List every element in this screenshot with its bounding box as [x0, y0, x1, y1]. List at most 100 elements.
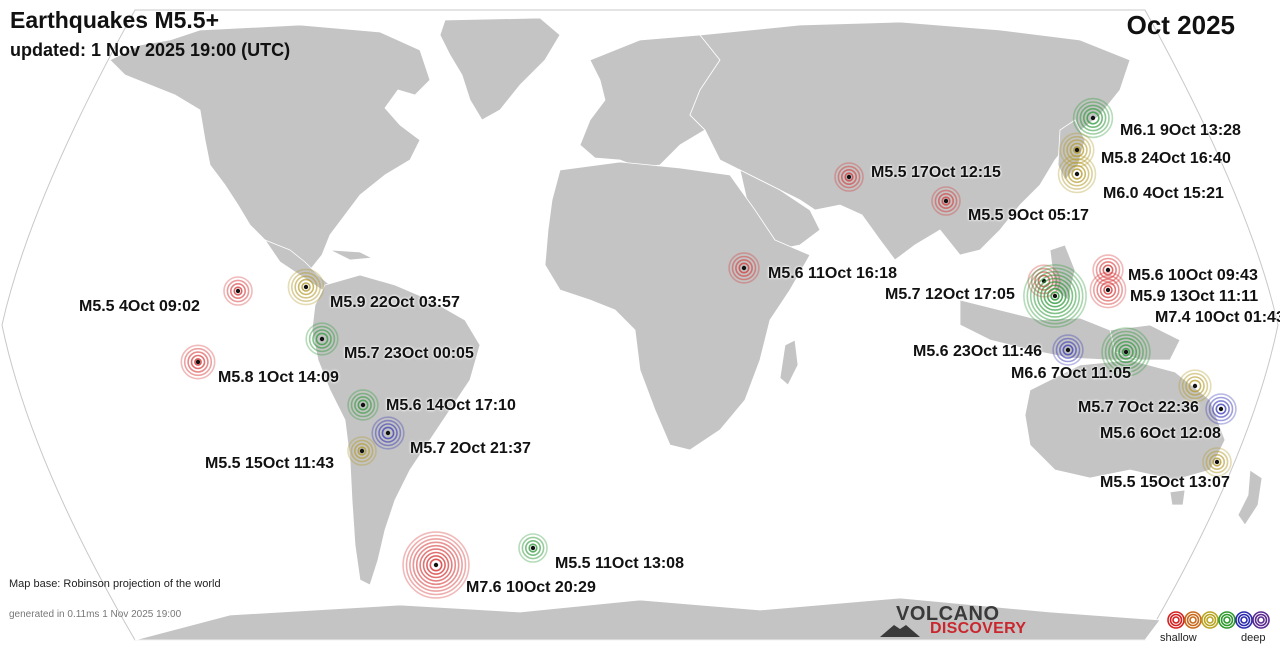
earthquake-marker[interactable] — [728, 252, 760, 284]
earthquake-marker[interactable] — [287, 268, 325, 306]
marker-ring — [1212, 457, 1222, 467]
earthquake-label[interactable]: M5.9 13Oct 11:11 — [1130, 288, 1259, 305]
earthquake-marker[interactable] — [1057, 154, 1097, 194]
earthquake-marker[interactable] — [1059, 132, 1095, 168]
earthquake-label[interactable]: M5.7 12Oct 17:05 — [885, 286, 1015, 303]
earthquake-marker[interactable] — [305, 322, 339, 356]
earthquake-label[interactable]: M5.8 24Oct 16:40 — [1101, 150, 1231, 167]
land-africa — [544, 161, 811, 451]
marker-ring — [1055, 337, 1081, 363]
marker-ring — [1059, 132, 1095, 168]
earthquake-label[interactable]: M5.6 11Oct 16:18 — [768, 265, 897, 282]
marker-ring — [1076, 101, 1110, 135]
marker-ring — [834, 162, 864, 192]
marker-ring — [357, 446, 367, 456]
earthquake-label[interactable]: M6.0 4Oct 15:21 — [1103, 185, 1224, 202]
earthquake-marker[interactable] — [347, 436, 377, 466]
earthquake-label[interactable]: M5.5 4Oct 09:02 — [79, 298, 200, 315]
earthquake-label[interactable]: M5.7 7Oct 22:36 — [1078, 399, 1199, 416]
earthquake-marker[interactable] — [1092, 254, 1124, 286]
map-title: Earthquakes M5.5+ — [10, 7, 220, 33]
earthquake-label[interactable]: M6.1 9Oct 13:28 — [1120, 122, 1241, 139]
marker-ring — [1059, 341, 1077, 359]
marker-ring — [353, 442, 370, 459]
epicenter-dot — [530, 545, 536, 551]
marker-ring — [1066, 139, 1088, 161]
epicenter-dot — [359, 448, 365, 454]
marker-ring — [1208, 396, 1234, 422]
earthquake-label[interactable]: M5.6 6Oct 12:08 — [1100, 425, 1221, 442]
earthquake-label[interactable]: M5.6 10Oct 09:43 — [1128, 267, 1258, 284]
earthquake-marker[interactable] — [1202, 447, 1232, 477]
marker-ring — [409, 538, 463, 592]
legend-ring — [1237, 613, 1251, 627]
epicenter-dot — [195, 359, 201, 365]
depth-legend: shallow deep — [1160, 608, 1280, 648]
earthquake-marker[interactable] — [180, 344, 216, 380]
land-asia — [689, 21, 1131, 261]
volcano-discovery-logo[interactable]: VOLCANO DISCOVERY — [880, 603, 1040, 643]
earthquake-marker[interactable] — [223, 276, 253, 306]
marker-ring — [183, 347, 213, 377]
earthquake-label[interactable]: M5.9 22Oct 03:57 — [330, 294, 460, 311]
marker-ring — [308, 325, 336, 353]
legend-ring — [1203, 613, 1217, 627]
earthquake-marker[interactable] — [1052, 334, 1084, 366]
earthquake-marker[interactable] — [1072, 97, 1114, 139]
marker-ring — [1043, 284, 1067, 308]
earthquake-marker[interactable] — [1178, 369, 1212, 403]
earthquake-label[interactable]: M5.5 17Oct 12:15 — [871, 164, 1001, 181]
earthquake-label[interactable]: M5.6 23Oct 11:46 — [913, 343, 1042, 360]
map-base-note: Map base: Robinson projection of the wor… — [9, 578, 221, 590]
earthquake-marker[interactable] — [1205, 393, 1237, 425]
earthquake-label[interactable]: M5.6 14Oct 17:10 — [386, 397, 516, 414]
marker-ring — [1188, 379, 1202, 393]
earthquake-marker[interactable] — [402, 531, 470, 599]
marker-ring — [1086, 111, 1100, 125]
earthquake-marker[interactable] — [518, 533, 548, 563]
epicenter-dot — [1214, 459, 1220, 465]
epicenter-dot — [1074, 171, 1080, 177]
earthquake-marker[interactable] — [834, 162, 864, 192]
legend-ring — [1254, 613, 1268, 627]
marker-ring — [1052, 334, 1084, 366]
marker-ring — [371, 416, 405, 450]
earthquake-label[interactable]: M5.5 15Oct 13:07 — [1100, 474, 1230, 491]
earthquake-label[interactable]: M5.7 23Oct 00:05 — [344, 345, 474, 362]
marker-ring — [402, 531, 470, 599]
marker-ring — [194, 358, 202, 366]
marker-ring — [1069, 142, 1085, 158]
generated-note: generated in 0.11ms 1 Nov 2025 19:00 — [9, 609, 182, 620]
marker-ring — [1050, 291, 1060, 301]
earthquake-label[interactable]: M5.8 1Oct 14:09 — [218, 369, 339, 386]
earthquake-label[interactable]: M5.7 2Oct 21:37 — [410, 440, 531, 457]
earthquake-marker[interactable] — [1101, 327, 1151, 377]
earthquake-label[interactable]: M5.5 11Oct 13:08 — [555, 555, 684, 572]
logo-line-2: DISCOVERY — [930, 620, 1027, 637]
marker-ring — [1185, 376, 1205, 396]
marker-ring — [937, 193, 954, 210]
earthquake-label[interactable]: M6.6 7Oct 11:05 — [1011, 365, 1132, 382]
earthquake-label[interactable]: M5.5 9Oct 05:17 — [968, 207, 1089, 224]
marker-ring — [223, 276, 253, 306]
marker-ring — [1215, 403, 1227, 415]
epicenter-dot — [1105, 267, 1111, 273]
earthquake-marker[interactable] — [1023, 264, 1087, 328]
earthquake-marker[interactable] — [931, 186, 961, 216]
marker-ring — [357, 399, 369, 411]
earthquake-marker[interactable] — [1027, 264, 1061, 298]
earthquake-label[interactable]: M7.6 10Oct 20:29 — [466, 579, 596, 596]
epicenter-dot — [303, 284, 309, 290]
marker-ring — [287, 268, 325, 306]
earthquake-marker[interactable] — [1089, 271, 1127, 309]
earthquake-label[interactable]: M5.5 15Oct 11:43 — [205, 455, 334, 472]
land-australia — [1024, 359, 1226, 481]
legend-ring — [1201, 611, 1219, 629]
marker-ring — [305, 322, 339, 356]
earthquake-marker[interactable] — [347, 389, 379, 421]
earthquake-marker[interactable] — [371, 416, 405, 450]
earthquake-label[interactable]: M7.4 10Oct 01:43 — [1155, 309, 1280, 326]
marker-ring — [728, 252, 760, 284]
legend-ring — [1167, 611, 1185, 629]
